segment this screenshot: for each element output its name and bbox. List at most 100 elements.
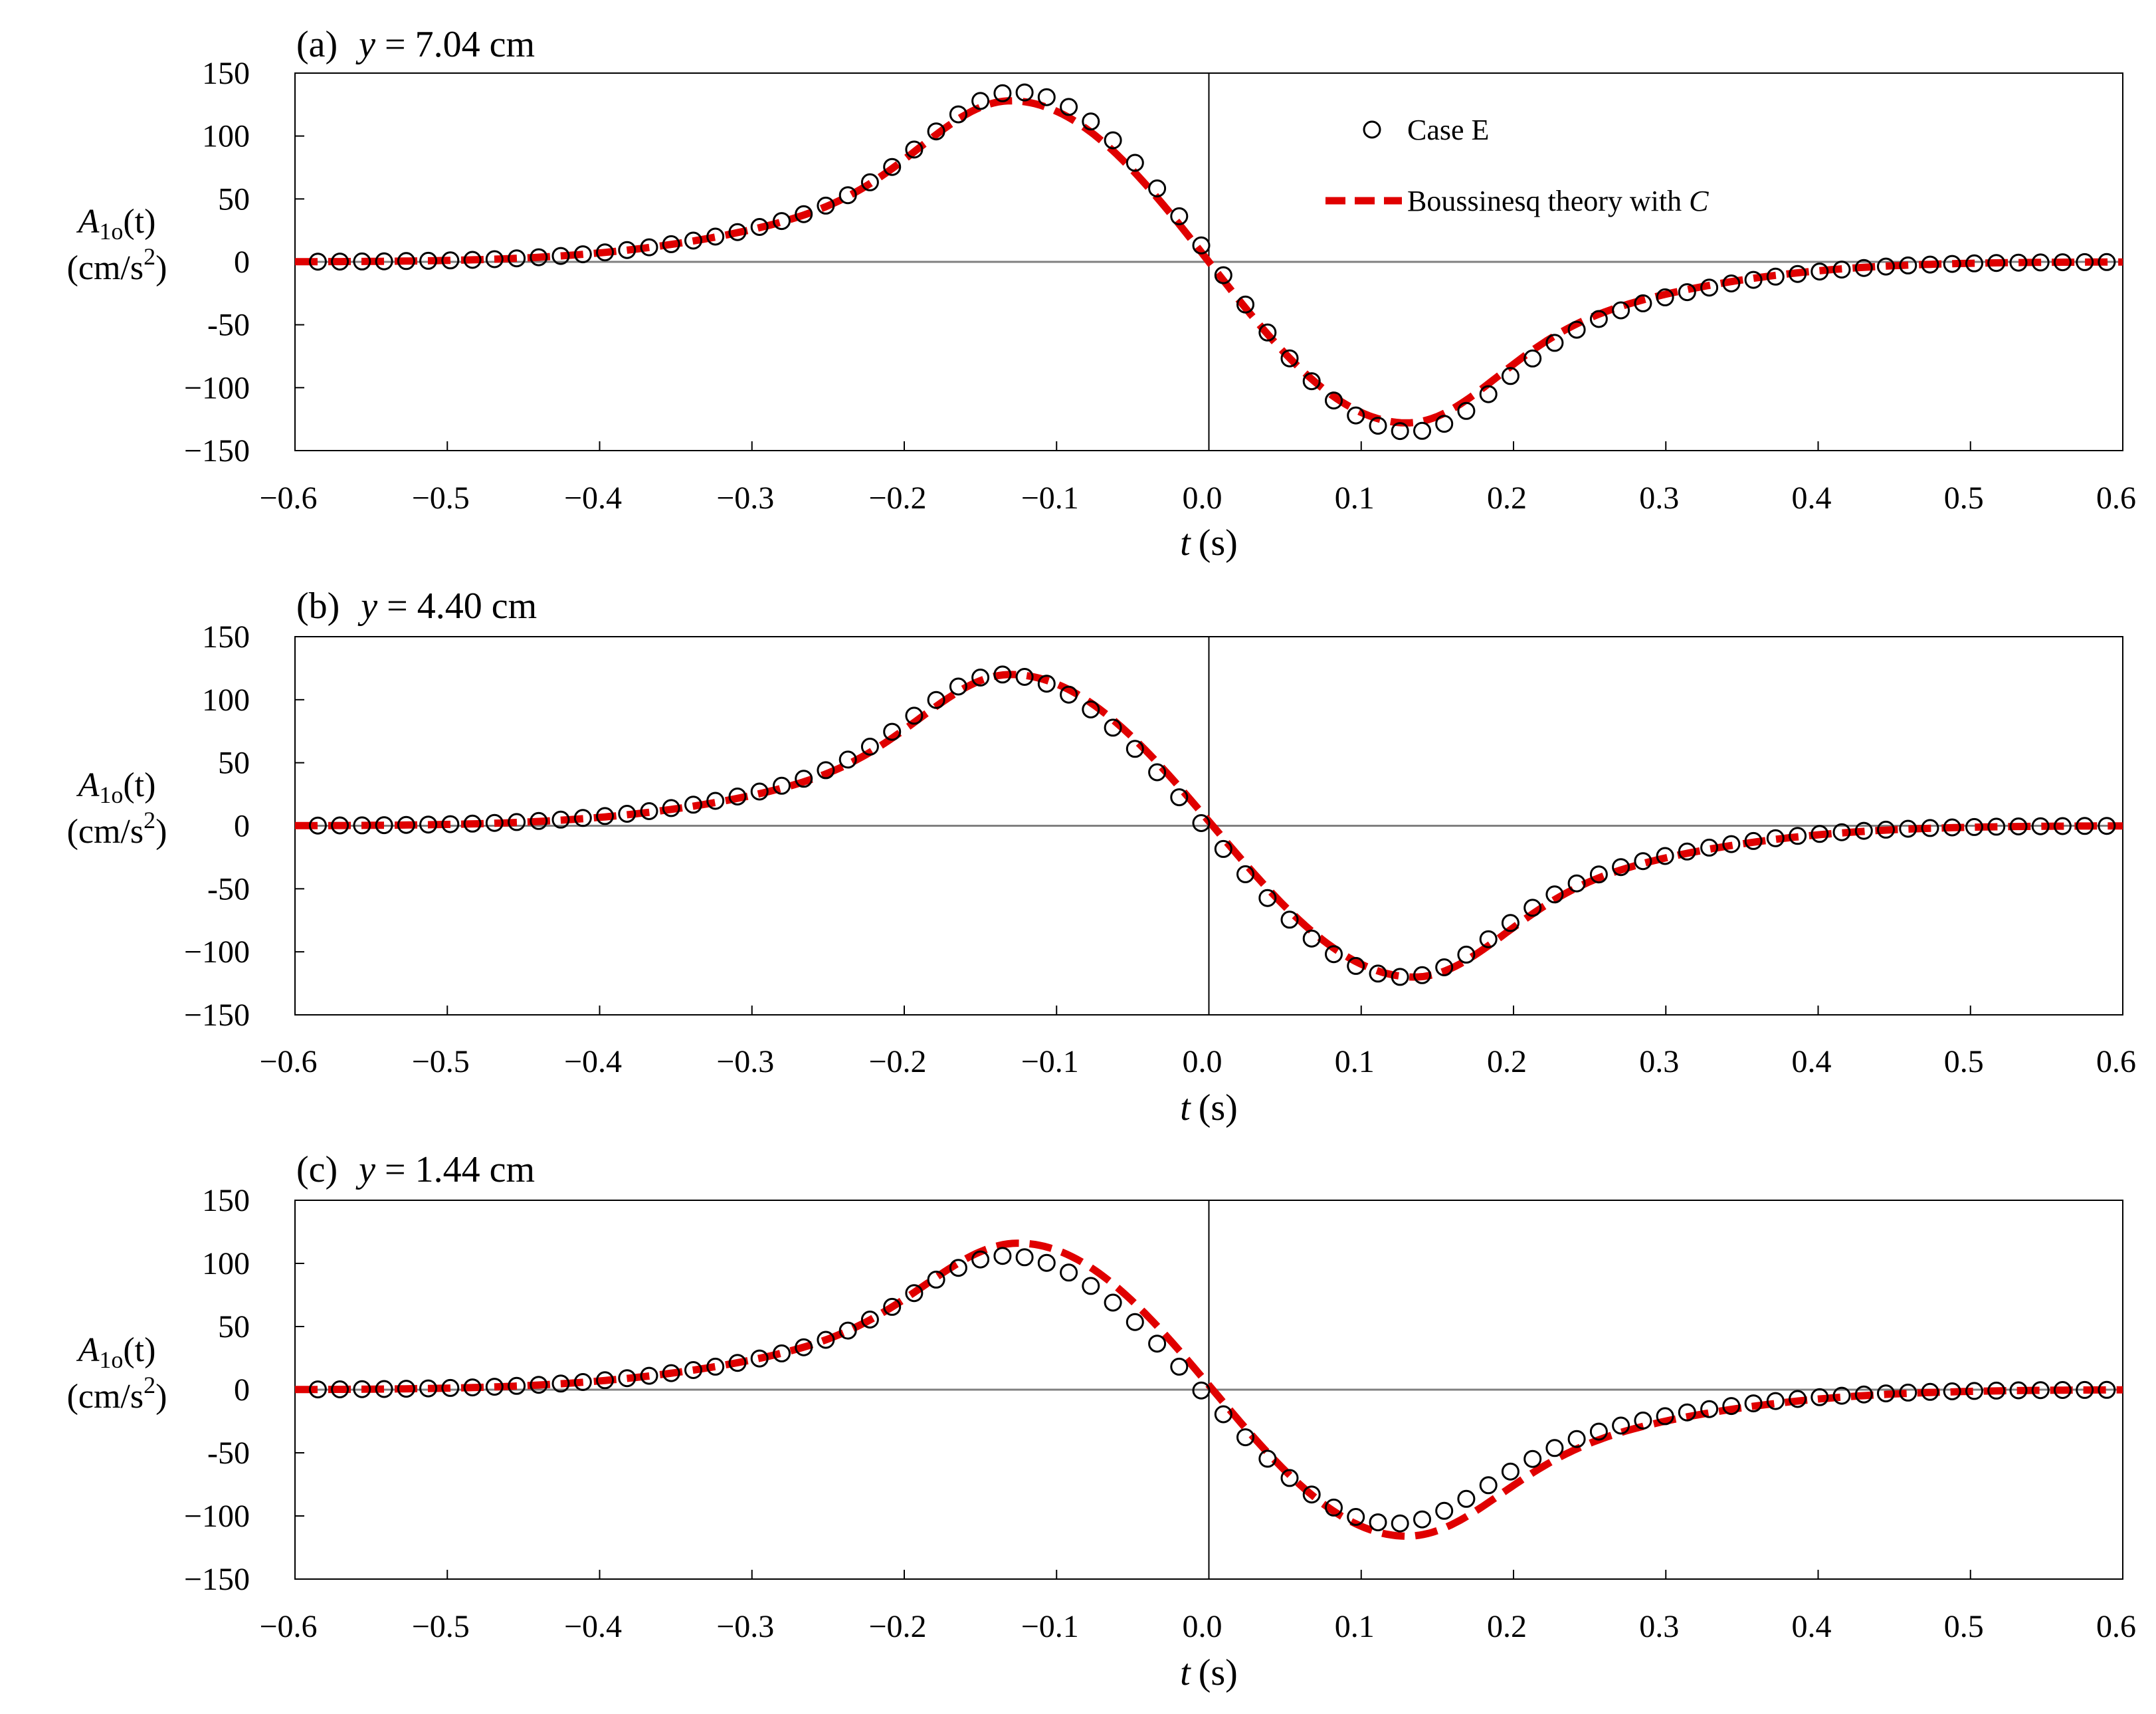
data-point <box>1479 930 1498 948</box>
data-point <box>2076 253 2094 271</box>
data-point <box>508 249 526 268</box>
y-tick-label: 150 <box>202 1183 250 1218</box>
data-point <box>331 816 349 835</box>
x-tick-label: 0.3 <box>1639 1044 1679 1079</box>
data-point <box>773 1344 791 1362</box>
data-point <box>750 218 769 236</box>
x-tick-label: 0.1 <box>1335 481 1375 516</box>
data-point <box>1722 1397 1741 1416</box>
y-tick-label: -50 <box>207 308 250 343</box>
data-point <box>860 173 879 191</box>
data-point <box>728 223 747 241</box>
data-point <box>375 1380 393 1398</box>
data-point <box>1369 1513 1387 1532</box>
data-point <box>463 251 482 269</box>
data-point <box>1789 265 1807 283</box>
data-point <box>1126 740 1144 758</box>
data-point <box>1877 820 1895 839</box>
data-point <box>1877 1384 1895 1403</box>
data-point <box>2009 1381 2028 1400</box>
data-point <box>684 796 702 814</box>
data-point <box>1634 294 1652 312</box>
data-point <box>1987 1381 2006 1400</box>
data-point <box>795 1338 813 1356</box>
x-tick-label: −0.3 <box>716 481 774 516</box>
data-point <box>419 251 438 270</box>
data-point <box>971 92 990 110</box>
data-point <box>1082 1277 1100 1295</box>
data-point <box>993 1247 1012 1265</box>
y-axis-label: A1o(t) <box>76 203 156 245</box>
data-point <box>419 815 438 834</box>
data-point <box>1789 1390 1807 1408</box>
y-tick-label: −150 <box>184 998 250 1033</box>
data-point <box>375 252 393 270</box>
data-point <box>1435 1501 1454 1520</box>
data-point <box>1700 1400 1719 1418</box>
data-point <box>1347 956 1365 975</box>
x-tick-label: −0.2 <box>868 481 926 516</box>
data-point <box>618 805 637 823</box>
x-tick-label: −0.5 <box>412 481 470 516</box>
data-point <box>1280 1469 1299 1487</box>
data-point <box>1789 827 1807 845</box>
y-tick-label: 100 <box>202 119 250 154</box>
data-point <box>1656 847 1674 865</box>
data-point <box>883 1297 902 1316</box>
series-line-boussinesq <box>294 1239 2123 1540</box>
data-point <box>905 706 924 725</box>
data-point <box>1811 825 1829 843</box>
data-point <box>1567 320 1586 339</box>
data-point <box>773 776 791 795</box>
y-axis-unit: (cm/s2) <box>67 243 167 287</box>
data-point <box>1987 254 2006 272</box>
data-point <box>662 799 680 817</box>
x-tick-label: −0.1 <box>1021 481 1079 516</box>
data-point <box>993 665 1012 684</box>
x-tick-label: −0.4 <box>564 1044 622 1079</box>
x-tick-label: −0.2 <box>868 1044 926 1079</box>
data-point <box>1545 1439 1564 1457</box>
x-axis-label: t (s) <box>1180 522 1238 564</box>
data-point <box>1943 255 1961 273</box>
data-point <box>1921 1382 1939 1401</box>
data-point <box>1501 367 1519 385</box>
x-tick-label: −0.6 <box>259 1609 317 1644</box>
data-point <box>1413 421 1431 440</box>
data-point <box>397 1380 415 1398</box>
data-point <box>2031 253 2050 272</box>
data-point <box>1280 349 1299 368</box>
data-point <box>397 252 415 270</box>
data-point <box>1258 323 1277 342</box>
data-point <box>927 1270 945 1289</box>
data-point <box>2076 1380 2094 1399</box>
x-tick-label: 0.6 <box>2096 1609 2136 1644</box>
data-point <box>1589 865 1608 884</box>
data-point <box>1722 835 1741 853</box>
y-tick-label: 150 <box>202 619 250 655</box>
data-point <box>2098 817 2116 835</box>
data-point <box>1214 839 1232 858</box>
data-point <box>1148 1335 1167 1353</box>
data-point <box>750 1349 769 1368</box>
data-point <box>1501 914 1519 932</box>
y-tick-label: −100 <box>184 934 250 970</box>
data-point <box>1302 929 1321 948</box>
data-point <box>1479 385 1498 403</box>
data-point <box>1832 1386 1851 1405</box>
data-point <box>1545 885 1564 904</box>
data-point <box>618 1369 637 1388</box>
data-point <box>2031 817 2050 835</box>
data-point <box>1435 958 1454 976</box>
legend-label-theory: Boussinesq theory with C <box>1407 185 1709 217</box>
x-tick-label: 0.5 <box>1944 481 1984 516</box>
data-point <box>1148 763 1167 782</box>
y-tick-label: 50 <box>218 746 250 781</box>
x-tick-label: 0.5 <box>1944 1044 1984 1079</box>
data-point <box>993 84 1012 102</box>
y-tick-label: 50 <box>218 1309 250 1344</box>
data-point <box>1678 1403 1696 1422</box>
data-point <box>1015 83 1034 102</box>
data-point <box>1943 1382 1961 1400</box>
